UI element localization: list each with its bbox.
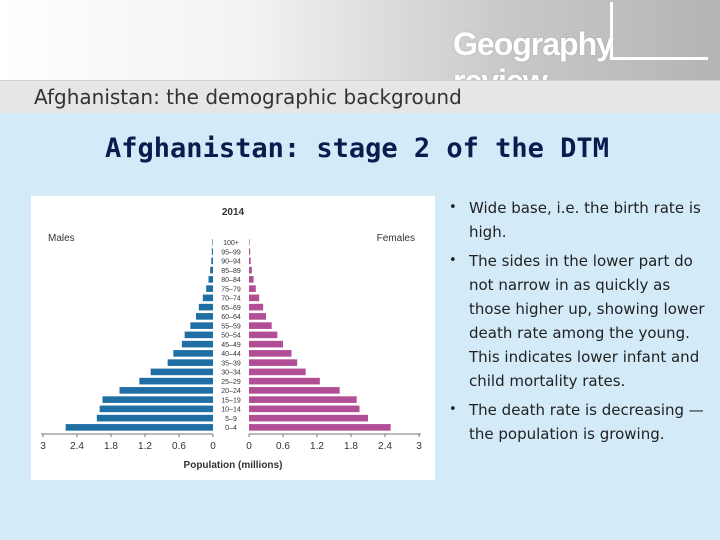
- bar-males: [208, 276, 213, 283]
- age-label: 45–49: [221, 342, 241, 349]
- x-tick-label: 0: [246, 441, 252, 452]
- bar-males: [65, 424, 213, 431]
- x-tick-label: 2.4: [378, 441, 392, 452]
- bar-females: [249, 387, 340, 394]
- x-tick-label: 2.4: [70, 441, 84, 452]
- bar-females: [249, 350, 292, 357]
- bar-females: [249, 313, 266, 320]
- slide-title: Afghanistan: stage 2 of the DTM: [0, 133, 720, 164]
- bar-males: [206, 285, 213, 292]
- bar-females: [249, 276, 254, 283]
- bar-males: [102, 396, 213, 403]
- age-label: 35–39: [221, 360, 241, 367]
- x-axis-label: Population (millions): [184, 460, 283, 471]
- bar-males: [167, 359, 213, 366]
- bar-females: [249, 285, 256, 292]
- age-label: 40–44: [221, 351, 241, 358]
- bar-females: [249, 266, 252, 274]
- slide-header: Geographyreview: [0, 0, 720, 99]
- age-label: 0–4: [225, 425, 237, 432]
- legend-females: Females: [377, 233, 415, 244]
- legend-males: Males: [48, 233, 75, 244]
- logo-divider: [610, 2, 613, 60]
- bar-males: [184, 331, 213, 339]
- age-label: 95–99: [221, 249, 241, 256]
- bullet-list: Wide base, i.e. the birth rate is high. …: [446, 196, 706, 451]
- x-tick-label: 1.8: [344, 441, 358, 452]
- subheader-text: Afghanistan: the demographic background: [34, 85, 462, 109]
- age-label: 50–54: [221, 333, 241, 340]
- bullet-item: The death rate is decreasing — the popul…: [446, 398, 706, 446]
- bar-males: [210, 266, 213, 274]
- age-label: 80–84: [221, 277, 241, 284]
- bar-females: [249, 239, 250, 246]
- age-label: 70–74: [221, 296, 241, 303]
- bar-females: [249, 405, 360, 413]
- age-label: 85–89: [221, 268, 241, 275]
- x-tick-label: 0.6: [172, 441, 186, 452]
- bar-females: [249, 322, 272, 329]
- bar-females: [249, 294, 260, 302]
- bar-males: [196, 313, 213, 320]
- bar-males: [202, 294, 213, 302]
- bar-females: [249, 359, 298, 366]
- bar-males: [190, 322, 213, 329]
- x-tick-label: 1.2: [138, 441, 152, 452]
- age-label: 75–79: [221, 286, 241, 293]
- bar-females: [249, 331, 278, 339]
- age-label: 100+: [223, 240, 239, 247]
- bar-males: [119, 387, 213, 394]
- age-label: 20–24: [221, 388, 241, 395]
- chart-title: 2014: [222, 207, 245, 218]
- bar-males: [150, 368, 213, 376]
- bar-males: [173, 350, 213, 357]
- bar-males: [181, 340, 213, 348]
- x-tick-label: 3: [40, 441, 46, 452]
- x-tick-label: 0.6: [276, 441, 290, 452]
- bar-females: [249, 257, 251, 265]
- x-tick-label: 3: [416, 441, 422, 452]
- bar-males: [211, 248, 213, 255]
- slide-title-text: Afghanistan: stage 2 of the DTM: [105, 133, 609, 164]
- age-label: 25–29: [221, 379, 241, 386]
- bar-females: [249, 248, 251, 255]
- bar-females: [249, 377, 320, 385]
- age-label: 55–59: [221, 323, 241, 330]
- bullet-item: The sides in the lower part do not narro…: [446, 249, 706, 393]
- bar-males: [96, 414, 213, 422]
- bar-males: [212, 239, 213, 246]
- age-label: 10–14: [221, 407, 241, 414]
- bar-females: [249, 424, 391, 431]
- section-subheader: Afghanistan: the demographic background: [0, 80, 720, 113]
- population-pyramid: 2014 Males Females 0–4 5–9 10–14 15–19 20–24 25–…: [31, 196, 435, 480]
- bullet-item: Wide base, i.e. the birth rate is high.: [446, 196, 706, 244]
- age-label: 65–69: [221, 305, 241, 312]
- bar-males: [211, 257, 213, 265]
- bar-males: [99, 405, 213, 413]
- bar-females: [249, 340, 283, 348]
- age-label: 30–34: [221, 370, 241, 377]
- bar-females: [249, 303, 264, 311]
- bar-males: [139, 377, 213, 385]
- age-label: 5–9: [225, 416, 237, 423]
- age-label: 60–64: [221, 314, 241, 321]
- bar-females: [249, 368, 306, 376]
- logo-left-text: Geography: [453, 26, 614, 62]
- bar-females: [249, 396, 357, 403]
- bar-males: [198, 303, 213, 311]
- x-tick-label: 1.8: [104, 441, 118, 452]
- x-tick-label: 0: [210, 441, 216, 452]
- logo-underline: [610, 57, 708, 60]
- bar-females: [249, 414, 368, 422]
- age-label: 15–19: [221, 397, 241, 404]
- population-pyramid-svg: 2014 Males Females 0–4 5–9 10–14 15–19 20–24 25–…: [40, 207, 422, 471]
- x-tick-label: 1.2: [310, 441, 324, 452]
- age-label: 90–94: [221, 259, 241, 266]
